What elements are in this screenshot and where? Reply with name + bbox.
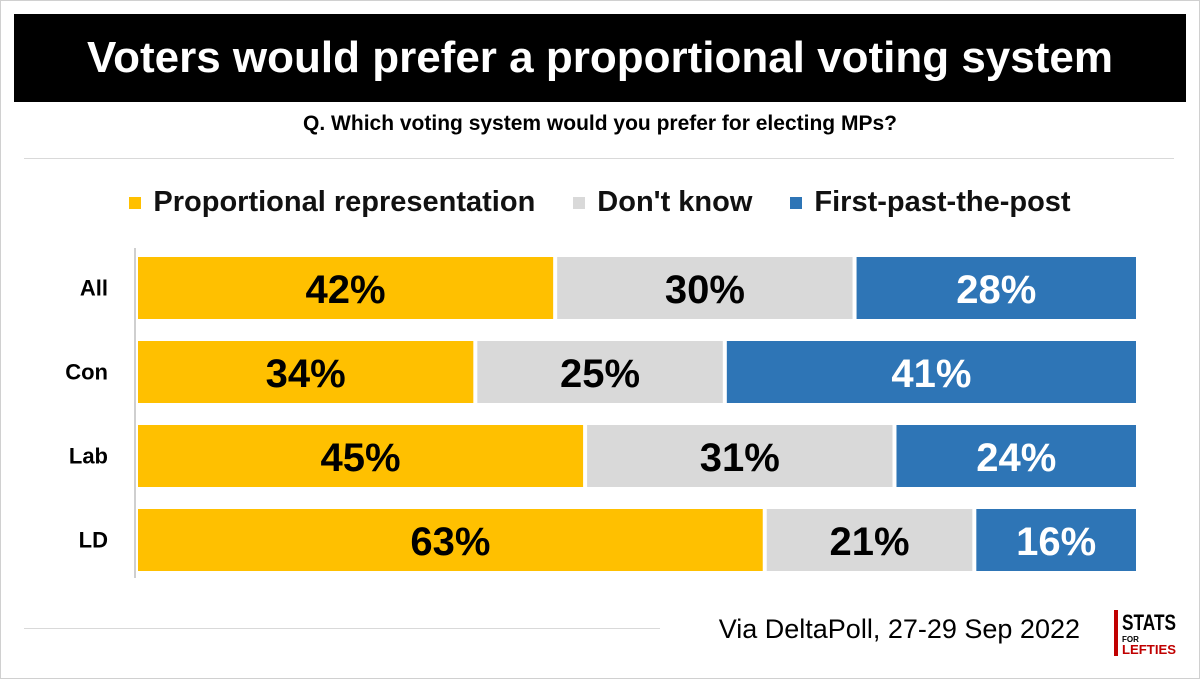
- logo-text-stats: STATS: [1122, 610, 1176, 635]
- legend-item-dont-know: Don't know: [573, 186, 752, 219]
- legend-label-dont-know: Don't know: [597, 186, 753, 218]
- legend-swatch-dont-know: [573, 196, 586, 209]
- logo-text-for: FOR: [1122, 635, 1139, 644]
- bottom-divider: [24, 628, 660, 629]
- legend-item-proportional: Proportional representation: [129, 186, 535, 219]
- legend-label-fptp: First-past-the-post: [814, 186, 1071, 218]
- chart-title: Voters would prefer a proportional votin…: [14, 14, 1186, 102]
- legend-swatch-fptp: [790, 196, 803, 209]
- source-note: Via DeltaPoll, 27-29 Sep 2022: [718, 614, 1080, 644]
- chart-title-text: Voters would prefer a proportional votin…: [86, 33, 1113, 82]
- logo-text-lefties: LEFTIES: [1122, 642, 1176, 657]
- legend-item-fptp: First-past-the-post: [790, 186, 1071, 219]
- legend: Proportional representation Don't know F…: [0, 186, 1200, 219]
- chart-subtitle: Q. Which voting system would you prefer …: [303, 112, 897, 135]
- top-divider: [24, 158, 1174, 159]
- stats-for-lefties-logo: STATS FOR LEFTIES: [1114, 610, 1176, 657]
- legend-swatch-proportional: [129, 196, 142, 209]
- legend-label-proportional: Proportional representation: [153, 186, 536, 218]
